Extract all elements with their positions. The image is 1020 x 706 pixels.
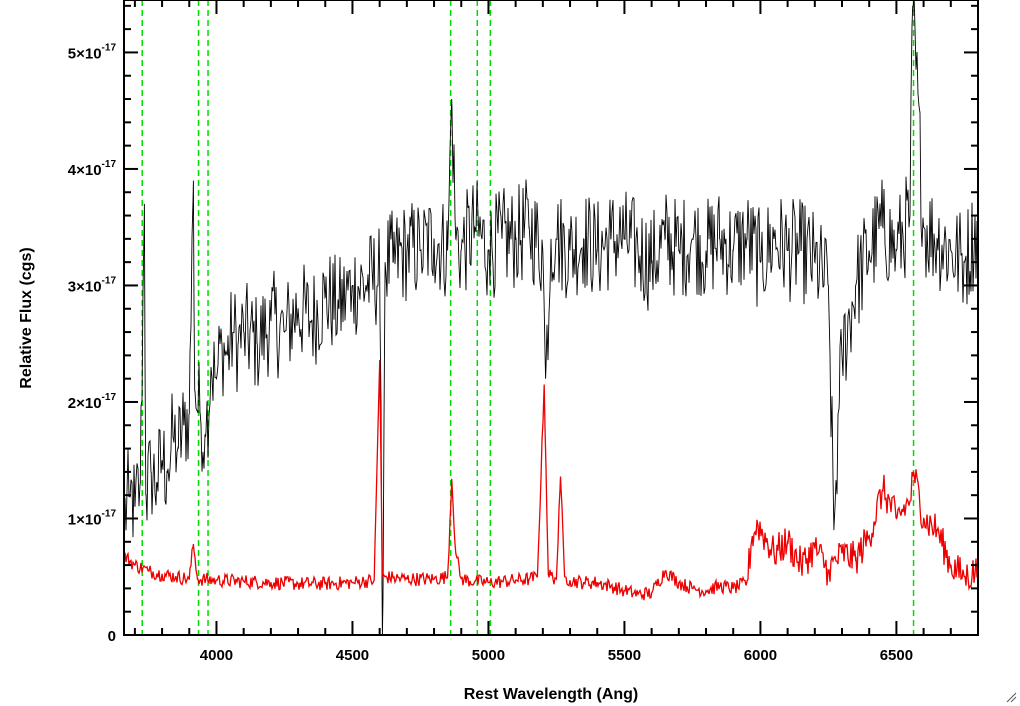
x-tick-label: 4500 (336, 647, 369, 664)
y-tick-label: 4×10-17 (68, 159, 117, 179)
axis-ticks (124, 0, 979, 636)
red-spectrum-line (124, 359, 978, 601)
black-spectrum-line (124, 0, 978, 635)
y-tick-label: 0 (108, 628, 116, 645)
y-tick-label: 2×10-17 (68, 392, 117, 412)
y-tick-label: 5×10-17 (68, 42, 117, 62)
x-tick-label: 6000 (744, 647, 777, 664)
x-tick-label: 6500 (880, 647, 913, 664)
y-tick-label: 3×10-17 (68, 275, 117, 295)
plot-frame (123, 0, 979, 636)
emission-line-markers (141, 0, 915, 635)
x-axis-title: Rest Wavelength (Ang) (464, 686, 639, 703)
x-tick-labels: 4000 4500 5000 5500 6000 6500 (200, 647, 913, 664)
x-tick-label: 5500 (608, 647, 641, 664)
x-tick-label: 4000 (200, 647, 233, 664)
y-tick-label: 1×10-17 (68, 508, 117, 528)
x-tick-label: 5000 (472, 647, 505, 664)
y-axis-title: Relative Flux (cgs) (18, 247, 35, 388)
y-tick-labels: 0 1×10-17 2×10-17 3×10-17 4×10-17 5×10-17 (68, 42, 117, 645)
resize-grip-icon[interactable] (1003, 689, 1017, 703)
